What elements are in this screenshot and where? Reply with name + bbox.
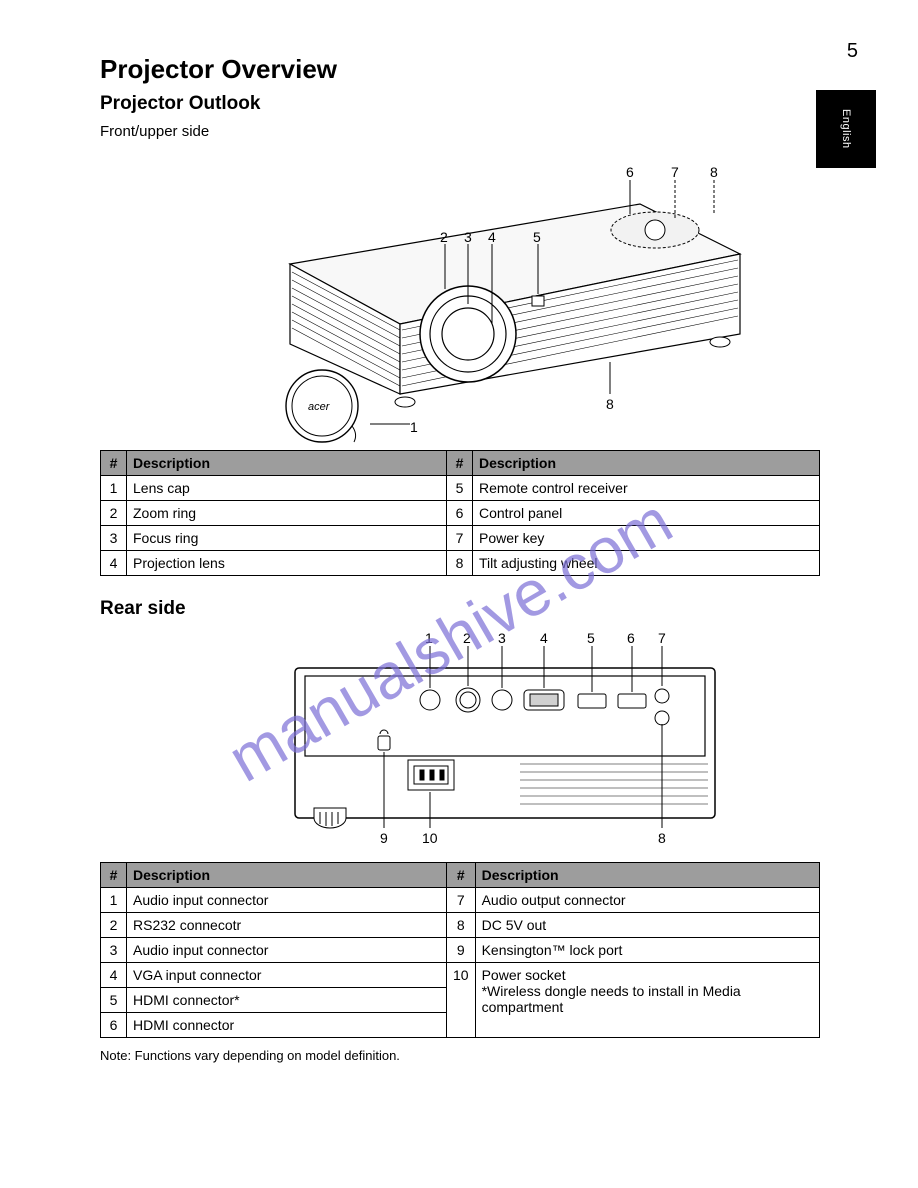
table-row: 3Focus ring7Power key <box>101 526 820 551</box>
td: 1 <box>101 476 127 501</box>
callout-label: 4 <box>540 630 548 646</box>
projector-rear-svg <box>100 628 820 848</box>
th: # <box>447 863 476 888</box>
td: Lens cap <box>127 476 447 501</box>
td: Power socket*Wireless dongle needs to in… <box>475 963 819 1038</box>
td: 8 <box>447 551 473 576</box>
table-row: 1Lens cap5Remote control receiver <box>101 476 820 501</box>
callout-label: 9 <box>380 830 388 846</box>
table-row: 1Audio input connector7Audio output conn… <box>101 888 820 913</box>
td: Control panel <box>473 501 820 526</box>
callout-label: 1 <box>425 630 433 646</box>
td: 6 <box>447 501 473 526</box>
section-sub: Front/upper side <box>100 123 820 140</box>
td: 3 <box>101 526 127 551</box>
td: Audio output connector <box>475 888 819 913</box>
page-content: Projector Overview Projector Outlook Fro… <box>100 54 820 1063</box>
td: 6 <box>101 1013 127 1038</box>
td: 5 <box>447 476 473 501</box>
callout-label: 7 <box>671 164 679 180</box>
callout-label: 7 <box>658 630 666 646</box>
callout-label: 4 <box>488 229 496 245</box>
td: 7 <box>447 526 473 551</box>
table-header-row: # Description # Description <box>101 451 820 476</box>
th: Description <box>127 451 447 476</box>
callout-label: 5 <box>533 229 541 245</box>
th: Description <box>475 863 819 888</box>
table-row: 2Zoom ring6Control panel <box>101 501 820 526</box>
figure-projector-rear: 1 2 3 4 5 6 7 8 9 10 <box>100 628 820 848</box>
callout-label: 2 <box>440 229 448 245</box>
th: # <box>101 863 127 888</box>
language-tab: English <box>816 90 876 168</box>
td: 4 <box>101 963 127 988</box>
callout-label: 10 <box>422 830 438 846</box>
td: 1 <box>101 888 127 913</box>
callout-label: 6 <box>626 164 634 180</box>
td: Power key <box>473 526 820 551</box>
td: Audio input connector <box>127 938 447 963</box>
table-row: 4Projection lens8Tilt adjusting wheel <box>101 551 820 576</box>
td: 3 <box>101 938 127 963</box>
callout-label: 8 <box>606 396 614 412</box>
td: 5 <box>101 988 127 1013</box>
callout-label: 1 <box>410 419 418 435</box>
td: VGA input connector <box>127 963 447 988</box>
callout-label: 2 <box>463 630 471 646</box>
callout-label: 3 <box>498 630 506 646</box>
td: Remote control receiver <box>473 476 820 501</box>
td: 9 <box>447 938 476 963</box>
table-row: 4VGA input connector10Power socket*Wirel… <box>101 963 820 988</box>
td: 2 <box>101 501 127 526</box>
td: 10 <box>447 963 476 1038</box>
td: DC 5V out <box>475 913 819 938</box>
th: # <box>101 451 127 476</box>
td: RS232 connecotr <box>127 913 447 938</box>
td: Tilt adjusting wheel <box>473 551 820 576</box>
td: 2 <box>101 913 127 938</box>
td: Projection lens <box>127 551 447 576</box>
parts-table-front: # Description # Description 1Lens cap5Re… <box>100 450 820 576</box>
td: 4 <box>101 551 127 576</box>
footnote: Note: Functions vary depending on model … <box>100 1048 820 1063</box>
callout-label: 6 <box>627 630 635 646</box>
table-row: 2RS232 connecotr8DC 5V out <box>101 913 820 938</box>
svg-text:acer: acer <box>308 401 331 413</box>
th: Description <box>473 451 820 476</box>
callout-label: 3 <box>464 229 472 245</box>
section-heading: Rear side <box>100 598 820 620</box>
page-number: 5 <box>847 40 858 63</box>
td: 7 <box>447 888 476 913</box>
callout-label: 8 <box>658 830 666 846</box>
td: Focus ring <box>127 526 447 551</box>
td: 8 <box>447 913 476 938</box>
parts-table-rear: # Description # Description 1Audio input… <box>100 862 820 1038</box>
td: Audio input connector <box>127 888 447 913</box>
td: HDMI connector <box>127 1013 447 1038</box>
th: # <box>447 451 473 476</box>
td: Kensington™ lock port <box>475 938 819 963</box>
projector-front-svg: acer <box>100 144 820 444</box>
th: Description <box>127 863 447 888</box>
callout-label: 8 <box>710 164 718 180</box>
callout-label: 5 <box>587 630 595 646</box>
td: Zoom ring <box>127 501 447 526</box>
table-row: 3Audio input connector9Kensington™ lock … <box>101 938 820 963</box>
section-heading: Projector Outlook <box>100 93 820 115</box>
table-header-row: # Description # Description <box>101 863 820 888</box>
td: HDMI connector* <box>127 988 447 1013</box>
figure-projector-front: acer 1 2 3 4 5 6 7 8 8 <box>100 144 820 444</box>
page-title: Projector Overview <box>100 54 820 85</box>
